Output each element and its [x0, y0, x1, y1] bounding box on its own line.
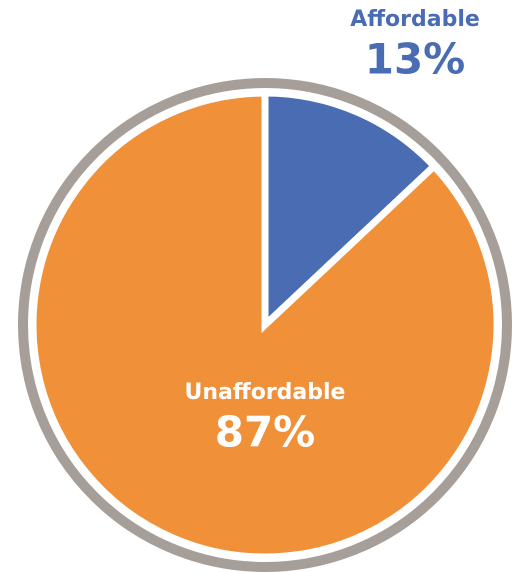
- slices: [29, 89, 501, 561]
- slice-name: Affordable: [350, 7, 480, 32]
- slice-name: Unaffordable: [185, 380, 346, 405]
- slice-value-label: 87%: [215, 408, 316, 457]
- labels: Affordable 13% Unaffordable 87%: [185, 7, 480, 457]
- pie-slice: [261, 89, 440, 334]
- slice-value-label: 13%: [365, 35, 466, 84]
- pie-slice: [29, 89, 501, 561]
